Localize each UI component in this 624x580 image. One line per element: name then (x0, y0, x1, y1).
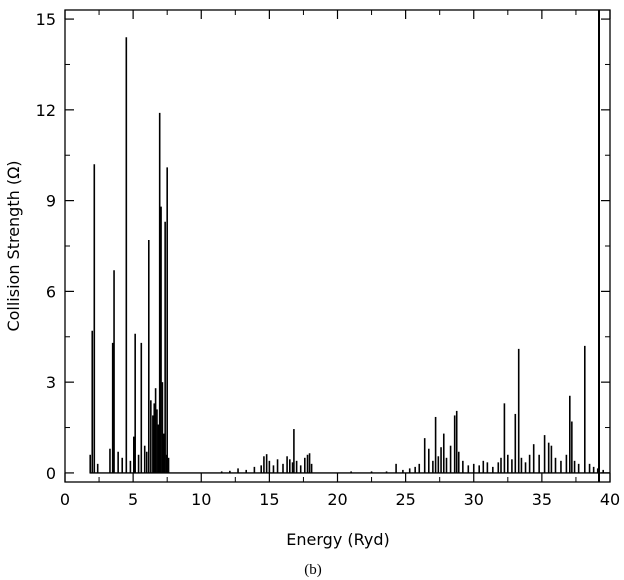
x-tick-label: 25 (395, 490, 415, 509)
y-axis-ticks: 0 3 6 9 12 15 (36, 10, 610, 483)
x-tick-label: 30 (464, 490, 484, 509)
x-tick-label: 40 (600, 490, 620, 509)
x-tick-label: 20 (327, 490, 347, 509)
x-axis-label: Energy (Ryd) (286, 530, 389, 549)
x-tick-label: 35 (532, 490, 552, 509)
y-tick-label: 15 (36, 10, 56, 29)
series-layer (89, 37, 610, 474)
x-tick-label: 15 (259, 490, 279, 509)
y-tick-label: 3 (46, 373, 56, 392)
figure-caption: (b) (304, 562, 322, 578)
y-tick-label: 6 (46, 282, 56, 301)
plot-frame (64, 9, 611, 483)
y-tick-label: 0 (46, 464, 56, 483)
y-axis-label: Collision Strength (Ω) (4, 160, 23, 331)
y-tick-label: 12 (36, 101, 56, 120)
x-tick-label: 10 (191, 490, 211, 509)
x-axis-ticks: 0 5 10 15 20 25 30 35 40 (60, 10, 620, 509)
x-tick-label: 0 (60, 490, 70, 509)
x-tick-label: 5 (128, 490, 138, 509)
y-tick-label: 9 (46, 192, 56, 211)
